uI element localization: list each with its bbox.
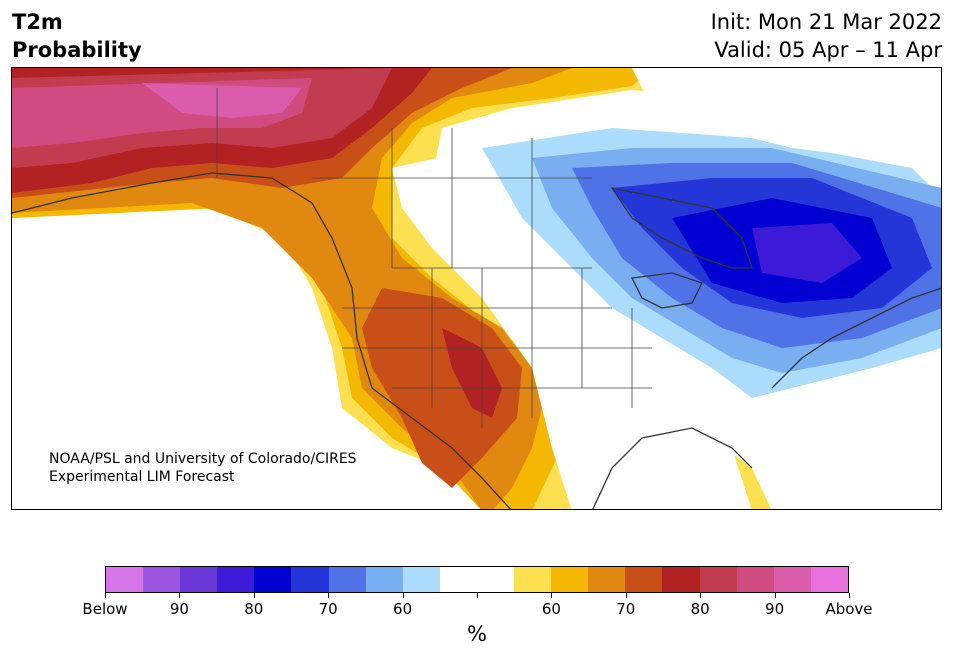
cold-region-deep: [752, 223, 862, 283]
colorbar-segment: [365, 567, 403, 592]
colorbar-label: Below: [82, 600, 128, 618]
colorbar-label: 80: [244, 600, 264, 618]
colorbar-tick: [774, 593, 776, 598]
arctic-neutral: [632, 68, 941, 158]
colorbar-segment: [514, 567, 552, 592]
colorbar: [105, 566, 849, 593]
colorbar-tick: [477, 593, 478, 598]
coastlines: [12, 172, 941, 509]
credit-line-2: Experimental LIM Forecast: [49, 469, 235, 485]
colorbar-label: 60: [393, 600, 413, 618]
colorbar-label: 70: [616, 600, 636, 618]
colorbar-segment: [180, 567, 218, 592]
colorbar-segment: [439, 567, 477, 592]
neutral-region: [392, 148, 752, 509]
map-subtitle: Init: Mon 21 Mar 2022 Valid: 05 Apr – 11…: [711, 8, 942, 64]
colorbar-tick: [328, 593, 330, 598]
colorbar-tick: [849, 593, 850, 598]
colorbar-tick: [551, 593, 553, 598]
colorbar-segment: [217, 567, 255, 592]
political-borders: [216, 88, 652, 428]
title-line-2: Probability: [12, 38, 142, 62]
colorbar-segment: [476, 567, 515, 592]
colorbar-segment: [588, 567, 626, 592]
colorbar-unit: %: [467, 622, 487, 646]
colorbar-tick: [700, 593, 702, 598]
colorbar-segment: [773, 567, 811, 592]
colorbar-tick: [625, 593, 627, 598]
init-date: Init: Mon 21 Mar 2022: [710, 10, 942, 34]
colorbar-label: 60: [541, 600, 561, 618]
colorbar-segment: [254, 567, 292, 592]
probability-map: [11, 67, 942, 510]
credit-text: NOAA/PSL and University of Colorado/CIRE…: [49, 450, 357, 486]
valid-range: Valid: 05 Apr – 11 Apr: [714, 38, 942, 62]
colorbar-segment: [662, 567, 700, 592]
title-line-1: T2m: [12, 10, 63, 34]
colorbar-segment: [106, 567, 144, 592]
colorbar-segment: [402, 567, 440, 592]
colorbar-segment: [291, 567, 329, 592]
colorbar-segment: [699, 567, 737, 592]
map-title: T2m Probability: [12, 8, 142, 64]
credit-line-1: NOAA/PSL and University of Colorado/CIRE…: [49, 451, 357, 467]
map-canvas: [12, 68, 941, 509]
colorbar-label: 80: [690, 600, 710, 618]
colorbar-segment: [736, 567, 774, 592]
colorbar-segment: [328, 567, 366, 592]
colorbar-tick: [402, 593, 404, 598]
colorbar-label: 70: [318, 600, 338, 618]
colorbar-label: Above: [825, 600, 873, 618]
colorbar-segment: [810, 567, 848, 592]
colorbar-tick: [179, 593, 181, 598]
colorbar-tick: [105, 593, 106, 598]
colorbar-segment: [551, 567, 589, 592]
colorbar-tick: [253, 593, 255, 598]
warm-region-red-orange: [12, 68, 522, 488]
colorbar-segment: [143, 567, 181, 592]
colorbar-label: 90: [169, 600, 189, 618]
colorbar-label: 90: [765, 600, 785, 618]
warm-region-red: [12, 68, 502, 418]
colorbar-segment: [625, 567, 663, 592]
warm-region-magenta: [142, 83, 302, 118]
